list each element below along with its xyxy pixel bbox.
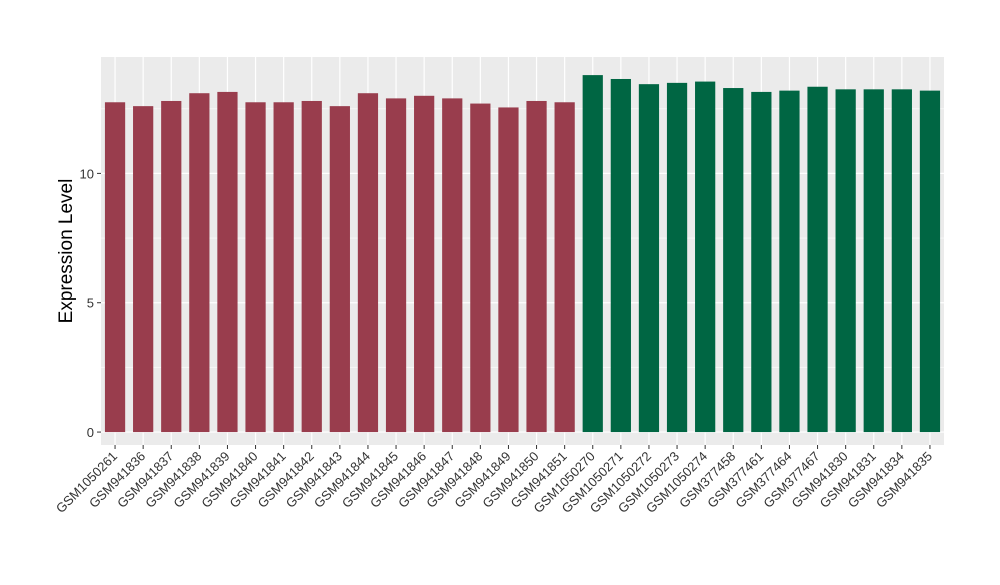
bar-GSM1050261 bbox=[104, 102, 126, 433]
bar-GSM377458 bbox=[723, 88, 744, 433]
bar-GSM1050274 bbox=[695, 81, 716, 433]
bar-GSM941846 bbox=[414, 95, 435, 433]
y-axis-label: Expression Level bbox=[56, 179, 77, 324]
bar-GSM941842 bbox=[301, 100, 322, 433]
bar-GSM941843 bbox=[329, 106, 350, 433]
minor-gridlines bbox=[101, 108, 944, 368]
bar-GSM941849 bbox=[498, 107, 519, 433]
x-axis: GSM1050261GSM941836GSM941837GSM941838GSM… bbox=[53, 445, 935, 516]
bar-GSM941831 bbox=[863, 89, 884, 433]
bar-series bbox=[104, 75, 941, 433]
bar-GSM941834 bbox=[891, 89, 912, 433]
bar-GSM941841 bbox=[273, 102, 294, 433]
bar-GSM941845 bbox=[385, 98, 407, 433]
bar-GSM941835 bbox=[919, 90, 941, 433]
bar-GSM941838 bbox=[189, 93, 210, 433]
bar-GSM1050271 bbox=[610, 78, 631, 433]
bar-GSM941844 bbox=[357, 93, 379, 433]
y-tick-label: 0 bbox=[87, 425, 94, 440]
bar-GSM941848 bbox=[470, 103, 491, 433]
y-tick-label: 5 bbox=[87, 296, 94, 311]
y-tick-label: 10 bbox=[80, 166, 94, 181]
bar-GSM1050272 bbox=[638, 84, 660, 433]
bar-GSM941847 bbox=[442, 98, 463, 433]
plot-panel bbox=[101, 57, 944, 445]
bar-GSM941851 bbox=[554, 102, 575, 433]
bar-GSM1050270 bbox=[582, 75, 603, 433]
bar-GSM377467 bbox=[807, 86, 828, 433]
bar-GSM941836 bbox=[133, 106, 154, 433]
bar-GSM377464 bbox=[779, 90, 800, 433]
bar-GSM941830 bbox=[835, 89, 856, 433]
bar-GSM941839 bbox=[217, 91, 238, 433]
bar-GSM941837 bbox=[161, 100, 182, 433]
bar-GSM941840 bbox=[245, 102, 266, 433]
bar-GSM1050273 bbox=[666, 82, 688, 433]
bar-GSM941850 bbox=[526, 100, 547, 433]
y-axis: 0 5 10 bbox=[80, 166, 101, 440]
bar-GSM377461 bbox=[751, 91, 772, 433]
